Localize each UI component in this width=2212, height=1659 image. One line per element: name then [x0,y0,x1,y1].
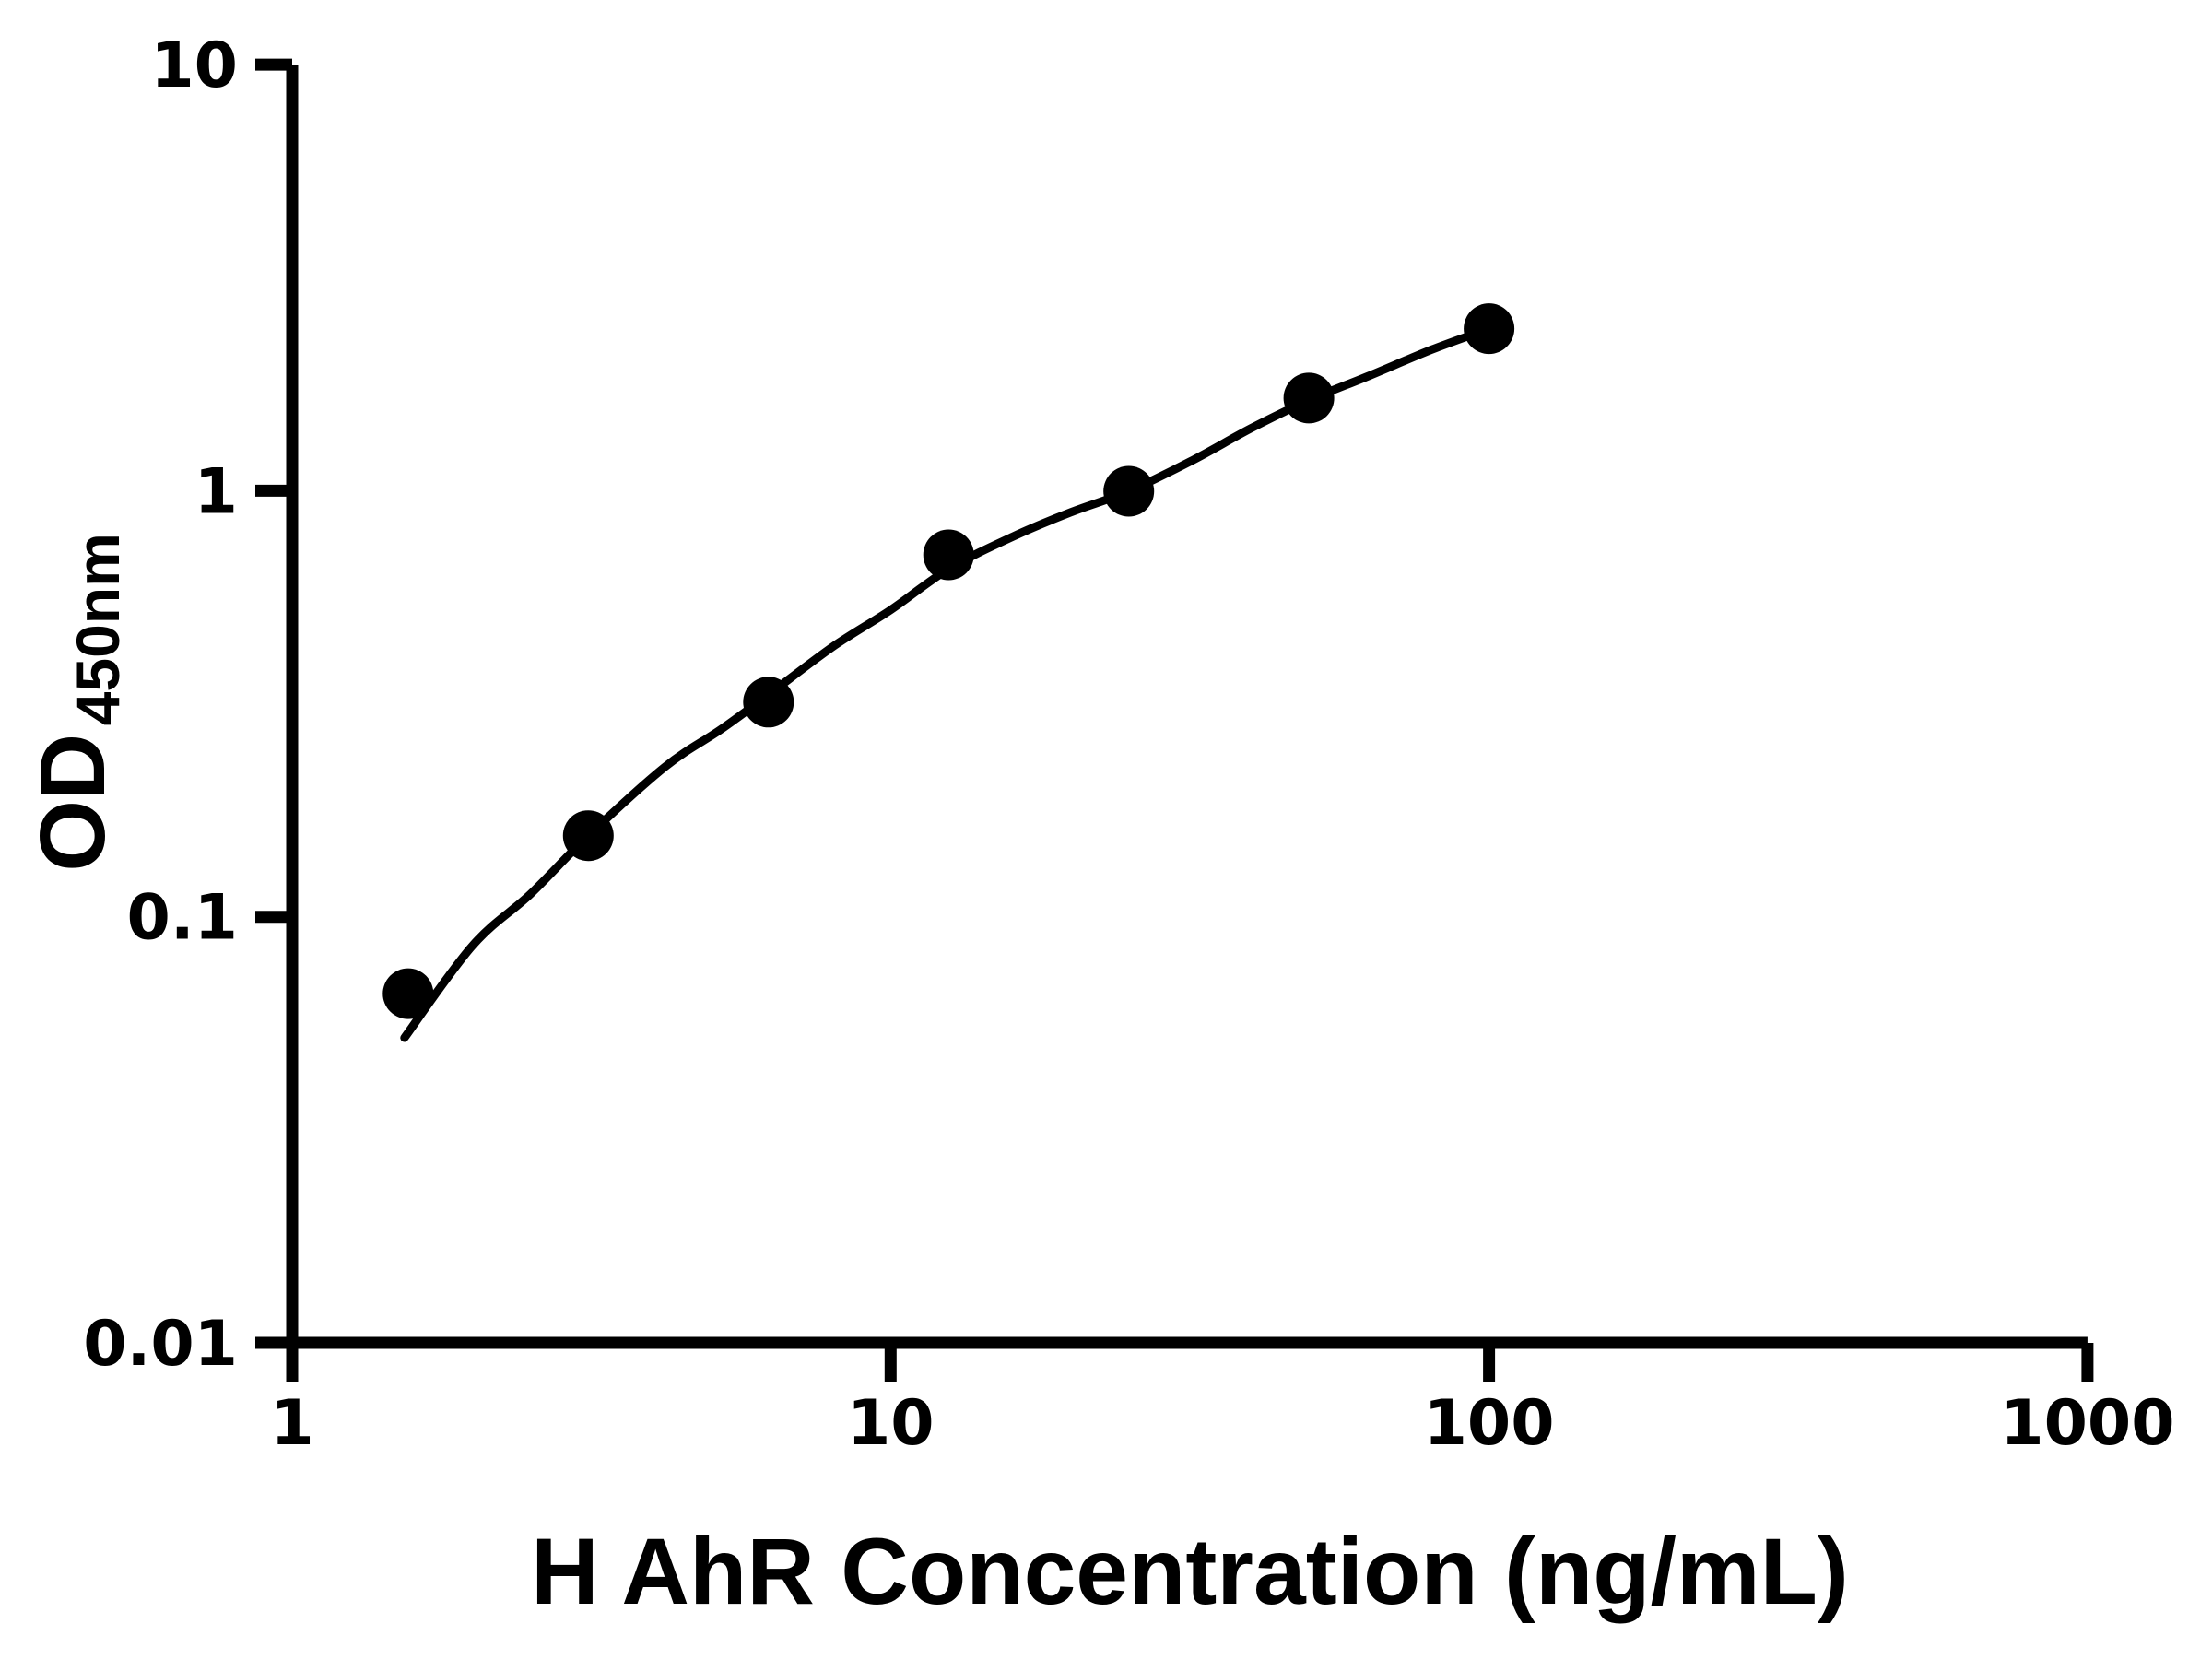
data-point [1464,303,1515,355]
data-point [1283,372,1335,424]
data-point [923,529,974,581]
y-axis-ticks [255,58,292,1349]
x-tick-label: 10 [847,1387,935,1460]
data-point [743,677,794,728]
data-point [1103,465,1155,517]
x-axis-tick-labels: 1 10 100 1000 [270,1387,2174,1460]
data-point [382,968,434,1019]
x-tick-label: 1000 [2000,1387,2174,1460]
x-axis-title: H AhR Concentration (ng/mL) [531,1519,1849,1624]
y-axis-tick-labels: 0.01 0.1 1 10 [83,29,238,1381]
y-tick-label: 10 [150,29,238,102]
data-points [382,303,1515,1019]
axes [255,58,2094,1382]
axis-lines [286,65,2088,1349]
y-tick-label: 0.1 [127,882,238,955]
data-point [562,810,614,862]
y-axis-title-subscript: 450nm [64,533,132,725]
x-axis-ticks [286,1343,2094,1382]
y-axis-title: OD 450nm [21,533,132,872]
fit-curve [400,324,1494,1042]
y-tick-label: 1 [194,455,238,528]
x-tick-label: 1 [270,1387,313,1460]
y-axis-title-main: OD [21,734,124,872]
x-tick-label: 100 [1424,1387,1555,1460]
y-tick-label: 0.01 [83,1308,238,1381]
